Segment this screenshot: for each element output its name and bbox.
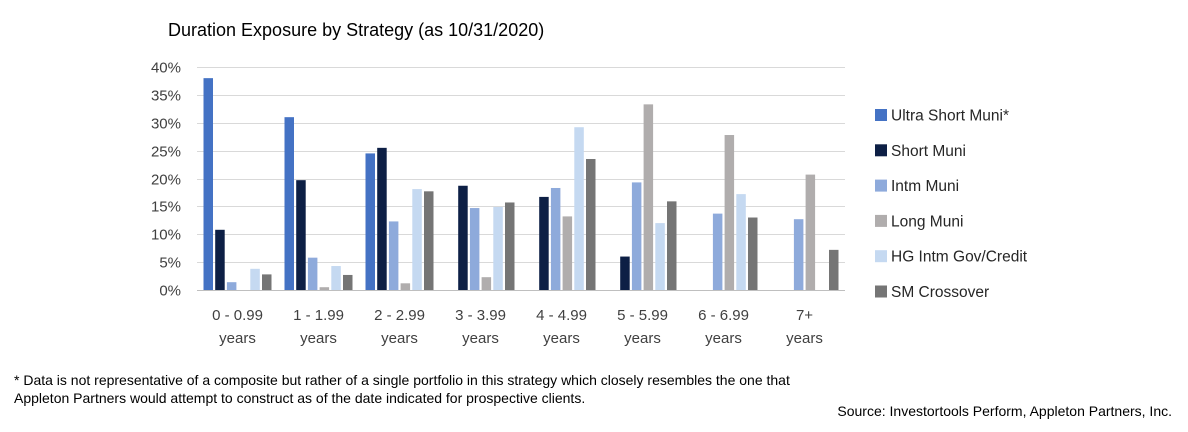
bar-5-6 <box>748 217 758 290</box>
legend-swatch <box>875 109 887 121</box>
bar-5-2 <box>424 191 434 290</box>
bar-5-1 <box>343 274 353 290</box>
x-tick-label: 3 - 3.99 <box>455 307 506 324</box>
x-tick-label: years <box>786 330 823 347</box>
bar-0-0 <box>203 78 213 291</box>
bar-1-4 <box>539 196 549 290</box>
bar-5-3 <box>505 202 515 290</box>
bar-3-3 <box>481 277 492 290</box>
bar-5-4 <box>586 158 596 290</box>
legend-label: Long Muni <box>891 213 963 230</box>
bar-5-7 <box>829 249 839 290</box>
bar-4-5 <box>655 223 665 290</box>
x-tick-label: years <box>624 330 661 347</box>
bar-1-0 <box>215 229 225 290</box>
y-tick-label: 35% <box>151 88 181 105</box>
bar-2-7 <box>793 219 804 290</box>
bars-layer <box>203 78 839 291</box>
legend-swatch <box>875 250 887 263</box>
legend-label: Ultra Short Muni* <box>891 108 1009 125</box>
x-tick-label: 1 - 1.99 <box>293 307 344 324</box>
footnote: * Data is not representative of a compos… <box>14 372 790 406</box>
x-tick-label: years <box>219 330 256 347</box>
bar-0-1 <box>284 117 294 290</box>
y-tick-label: 30% <box>151 116 181 133</box>
bar-2-4 <box>550 187 561 290</box>
bar-1-1 <box>296 180 306 290</box>
x-tick-label: 5 - 5.99 <box>617 307 668 324</box>
legend-label: SM Crossover <box>891 284 989 301</box>
bar-3-5 <box>643 104 654 290</box>
y-tick-label: 20% <box>151 172 181 189</box>
bar-5-0 <box>262 274 272 290</box>
bar-3-7 <box>805 174 816 290</box>
y-tick-label: 0% <box>159 283 181 300</box>
bar-1-2 <box>377 147 387 290</box>
y-tick-label: 10% <box>151 227 181 244</box>
x-tick-label: 4 - 4.99 <box>536 307 587 324</box>
grid-layer <box>197 67 845 291</box>
bar-4-6 <box>736 194 746 290</box>
legend-swatch <box>875 285 887 298</box>
bar-3-1 <box>319 287 330 290</box>
bar-3-2 <box>400 283 411 290</box>
legend-swatch <box>875 214 887 227</box>
bar-2-5 <box>631 182 642 290</box>
legend: Ultra Short Muni* Short Muni Intm Muni Long… <box>875 108 1028 301</box>
bar-2-1 <box>307 257 318 290</box>
bar-4-3 <box>493 206 503 290</box>
bar-2-3 <box>469 208 480 290</box>
x-tick-label: 2 - 2.99 <box>374 307 425 324</box>
x-tick-label: 6 - 6.99 <box>698 307 749 324</box>
bar-2-6 <box>712 213 723 290</box>
bar-3-4 <box>562 216 573 290</box>
y-tick-label: 5% <box>159 255 181 272</box>
bar-4-1 <box>331 266 341 290</box>
x-tick-label: 0 - 0.99 <box>212 307 263 324</box>
y-tick-label: 25% <box>151 144 181 161</box>
source-note: Source: Investortools Perform, Appleton … <box>837 403 1172 419</box>
bar-2-2 <box>388 221 399 290</box>
bar-4-2 <box>412 189 422 290</box>
x-tick-label: years <box>543 330 580 347</box>
legend-label: Short Muni <box>891 143 966 160</box>
bar-3-6 <box>724 135 735 290</box>
axis-layer: 0% 5% 10% 15% 20% 25% 30% 35% 40% 0 - 0.99 years 1 … <box>151 60 845 347</box>
x-tick-label: 7+ <box>796 307 813 324</box>
legend-swatch <box>875 179 887 192</box>
legend-label: Intm Muni <box>891 178 959 195</box>
x-tick-label: years <box>300 330 337 347</box>
x-tick-label: years <box>381 330 418 347</box>
bar-2-0 <box>226 282 237 290</box>
bar-1-5 <box>620 256 630 290</box>
legend-swatch <box>875 144 887 157</box>
bar-4-0 <box>250 268 260 290</box>
y-tick-label: 15% <box>151 199 181 216</box>
bar-1-3 <box>458 185 468 290</box>
bar-4-4 <box>574 127 584 291</box>
x-tick-label: years <box>705 330 742 347</box>
legend-label: HG Intm Gov/Credit <box>891 249 1028 266</box>
x-tick-label: years <box>462 330 499 347</box>
bar-5-5 <box>667 201 677 290</box>
bar-0-2 <box>365 153 375 290</box>
chart-title: Duration Exposure by Strategy (as 10/31/… <box>168 20 545 40</box>
y-tick-label: 40% <box>151 60 181 77</box>
